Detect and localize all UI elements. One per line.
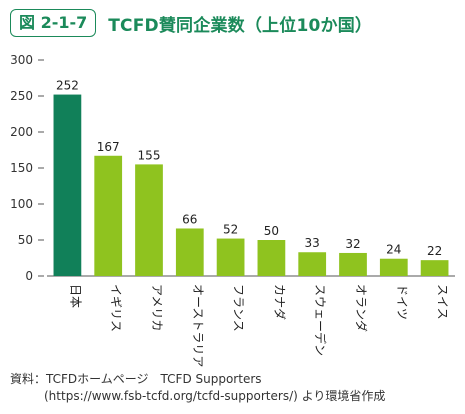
chart-title: TCFD賛同企業数（上位10か国） [108,15,373,36]
figure-header: 図 2-1-7 TCFD賛同企業数（上位10か国） [10,8,372,38]
data-label: 167 [97,140,120,154]
data-label: 24 [386,243,401,257]
data-label: 252 [56,79,79,93]
y-tick-label: 0 [25,269,33,283]
bar [379,258,408,276]
data-label: 50 [264,224,279,238]
bar [339,252,367,276]
bar [94,155,123,276]
category-label: カナダ [272,284,287,320]
y-tick-label: 150 [10,161,33,175]
bar [257,240,286,276]
category-label: スウェーデン [313,284,328,356]
data-label: 22 [427,244,442,258]
bar [420,260,449,276]
bar [298,252,327,276]
bar [216,238,245,276]
y-tick-label: 100 [10,197,33,211]
data-label: 33 [305,236,320,250]
figure-number-badge: 図 2-1-7 [10,9,97,37]
category-label: オーストラリア [191,284,205,367]
category-label: ドイツ [395,284,409,320]
category-label: イギリス [109,284,123,332]
data-label: 32 [345,237,360,251]
y-tick-label: 300 [10,53,33,67]
data-label: 52 [223,223,238,237]
category-label: スイス [436,284,450,320]
category-label: アメリカ [150,284,164,331]
source-note-line1: 資料：TCFDホームページ TCFD Supporters [10,372,262,386]
data-label: 66 [182,212,197,226]
category-label: フランス [232,284,246,332]
y-tick-label: 200 [10,125,33,139]
bar [135,164,163,276]
category-label: 日本 [68,284,82,308]
category-label: オランダ [354,284,369,332]
source-note-line2: (https://www.fsb-tcfd.org/tcfd-supporter… [44,389,386,403]
y-tick-label: 50 [18,233,33,247]
y-tick-label: 250 [10,89,33,103]
data-label: 155 [138,148,161,162]
bar [175,228,204,276]
bar [53,94,82,276]
